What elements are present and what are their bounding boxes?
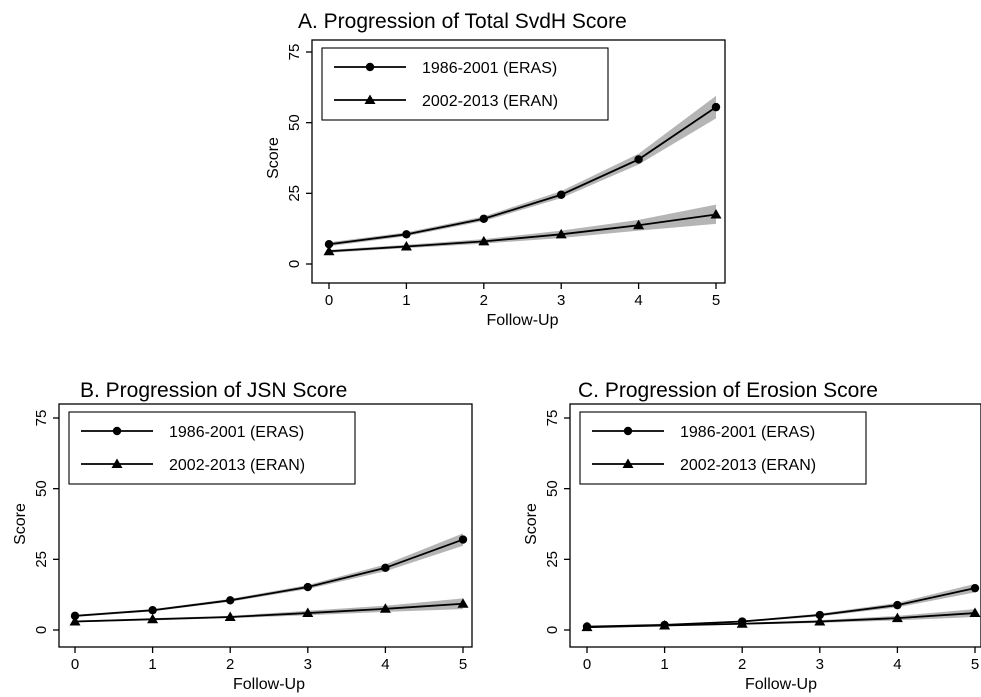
series-line-2	[586, 612, 976, 629]
data-point	[457, 598, 469, 608]
data-point	[226, 596, 235, 605]
chart-title: C. Progression of Erosion Score	[578, 379, 878, 402]
y-axis-label: Score	[523, 503, 540, 545]
data-point	[379, 603, 391, 613]
data-point	[302, 607, 314, 618]
chart-title: B. Progression of JSN Score	[80, 379, 347, 402]
data-point	[634, 155, 643, 164]
legend-label: 2002-2013 (ERAN)	[169, 457, 305, 474]
x-tick-label: 2	[480, 292, 488, 309]
x-tick-label: 3	[816, 656, 824, 673]
data-point	[148, 606, 157, 615]
data-point	[557, 190, 566, 199]
y-tick-label: 0	[286, 260, 303, 268]
y-axis-label: Score	[265, 137, 282, 179]
data-point	[324, 240, 334, 249]
series-line-2	[74, 602, 464, 623]
legend-box	[68, 411, 356, 485]
x-tick-label: 0	[583, 656, 591, 673]
x-tick-label: 0	[325, 292, 333, 309]
y-tick-label: 50	[544, 480, 561, 497]
data-point	[659, 619, 671, 630]
x-tick-label: 2	[226, 656, 234, 673]
x-axis-label: Follow-Up	[745, 676, 817, 693]
x-tick-label: 1	[148, 656, 156, 673]
y-tick-label: 75	[544, 410, 561, 427]
y-tick-label: 0	[544, 626, 561, 634]
y-axis-label: Score	[12, 503, 29, 545]
data-point	[891, 612, 903, 623]
data-point	[814, 616, 826, 626]
data-point	[970, 583, 980, 593]
x-tick-label: 5	[459, 656, 467, 673]
x-tick-label: 5	[712, 292, 720, 309]
legend-label: 2002-2013 (ERAN)	[680, 457, 816, 474]
legend-marker	[365, 62, 375, 72]
y-tick-label: 75	[286, 44, 303, 61]
chart-title: A. Progression of Total SvdH Score	[298, 10, 627, 33]
data-point	[303, 582, 312, 592]
data-point	[555, 228, 567, 239]
x-tick-label: 4	[381, 656, 389, 673]
series-line-1	[74, 538, 464, 617]
x-axis-label: Follow-Up	[233, 676, 305, 693]
y-tick-label: 50	[286, 114, 303, 131]
data-point	[815, 610, 824, 620]
x-tick-label: 0	[71, 656, 79, 673]
legend-label: 2002-2013 (ERAN)	[422, 93, 558, 110]
y-tick-label: 25	[286, 185, 303, 202]
panel-c: C. Progression of Erosion Score 0 1 2 3 4 5 Fol…	[523, 379, 981, 693]
data-point	[736, 618, 748, 628]
x-tick-label: 4	[893, 656, 901, 673]
legend-label: 1986-2001 (ERAS)	[169, 424, 304, 441]
panel-b: B. Progression of JSN Score 0 1 2 3 4 5 Follow-…	[12, 379, 473, 693]
data-point	[69, 616, 81, 626]
data-point	[458, 535, 468, 544]
data-point	[633, 219, 645, 230]
y-tick-label: 75	[33, 410, 50, 427]
data-point	[147, 613, 159, 624]
y-tick-label: 0	[33, 626, 50, 634]
x-tick-label: 2	[738, 656, 746, 673]
series-line-1	[328, 106, 717, 246]
data-point	[323, 245, 335, 256]
data-point	[478, 235, 490, 246]
legend-label: 1986-2001 (ERAS)	[422, 60, 557, 77]
panel-a: A. Progression of Total SvdH Score 0 1 2 3 4 5…	[265, 10, 726, 329]
data-point	[969, 607, 981, 618]
legend-marker	[111, 458, 123, 468]
legend-marker	[112, 426, 122, 436]
y-tick-label: 25	[544, 551, 561, 568]
x-tick-label: 3	[304, 656, 312, 673]
data-point	[400, 240, 412, 251]
data-point	[711, 102, 721, 112]
x-tick-label: 3	[557, 292, 565, 309]
legend-marker	[623, 426, 633, 436]
legend-box	[579, 411, 867, 485]
legend-box	[321, 47, 609, 121]
series-line-2	[328, 213, 717, 253]
legend-label: 1986-2001 (ERAS)	[680, 424, 815, 441]
data-point	[381, 563, 390, 573]
x-axis-label: Follow-Up	[486, 312, 558, 329]
y-tick-label: 50	[33, 480, 50, 497]
legend-marker	[622, 458, 634, 468]
data-point	[479, 214, 488, 223]
data-point	[893, 600, 902, 610]
data-point	[224, 611, 236, 621]
y-tick-label: 25	[33, 551, 50, 568]
data-point	[710, 209, 722, 219]
x-tick-label: 1	[402, 292, 410, 309]
data-point	[581, 621, 593, 632]
x-tick-label: 1	[660, 656, 668, 673]
legend-marker	[364, 94, 376, 104]
x-tick-label: 4	[634, 292, 642, 309]
data-point	[402, 230, 411, 239]
data-point	[70, 611, 80, 621]
x-tick-label: 5	[971, 656, 979, 673]
